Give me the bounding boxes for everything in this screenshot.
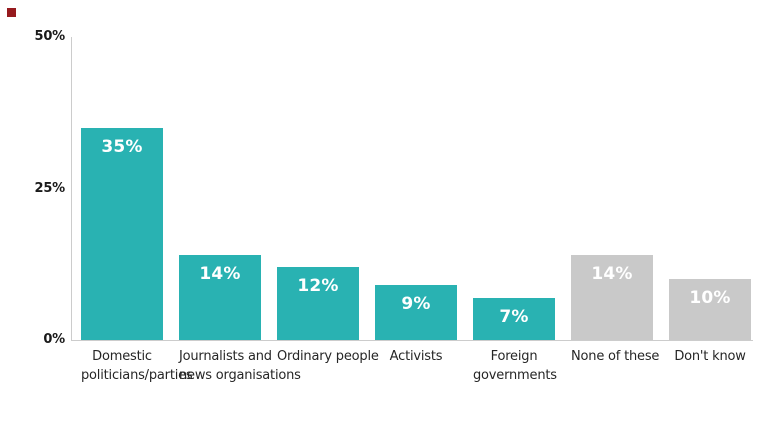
bar-value-label: 12%: [297, 276, 339, 297]
y-tick-label: 0%: [43, 332, 65, 347]
category-label-domestic-politicians-parties: Domestic politicians/parties: [81, 347, 193, 385]
bar-chart-plot-area: 50% 25% 0% 35% 14% 12% 9% 7% 14% 10%: [34, 29, 753, 347]
category-label-line: governments: [473, 368, 557, 383]
category-label-line: None of these: [571, 349, 660, 364]
category-label-don-t-know: Don't know: [669, 347, 751, 385]
y-tick-label: 25%: [34, 180, 65, 196]
bar-domestic-politicians-parties: 35%: [81, 127, 163, 340]
category-label-line: politicians/parties: [81, 368, 193, 383]
bar-activists: 9%: [375, 285, 457, 340]
bars-container: 35% 14% 12% 9% 7% 14% 10%: [81, 37, 751, 340]
category-label-line: Journalists and: [179, 349, 272, 364]
bar-value-label: 14%: [199, 264, 241, 285]
category-label-line: Don't know: [674, 349, 746, 364]
bar-value-label: 35%: [101, 136, 143, 157]
bar-value-label: 10%: [689, 288, 731, 309]
bar-foreign-governments: 7%: [473, 297, 555, 340]
category-label-line: Ordinary people: [277, 349, 379, 364]
bar-none-of-these: 14%: [571, 255, 653, 340]
bar-don-t-know: 10%: [669, 279, 751, 340]
category-label-line: news organisations: [179, 368, 301, 383]
x-axis-labels: Domestic politicians/parties Journalists a…: [81, 347, 751, 385]
brand-mark-square: [7, 8, 16, 17]
bar-ordinary-people: 12%: [277, 267, 359, 340]
bar-value-label: 14%: [591, 264, 633, 285]
category-label-line: Activists: [389, 349, 443, 364]
category-label-none-of-these: None of these: [571, 347, 660, 385]
category-label-journalists-and-news-organisations: Journalists and news organisations: [179, 347, 301, 385]
bar-value-label: 9%: [401, 294, 431, 315]
bar-journalists-and-news-organisations: 14%: [179, 255, 261, 340]
category-label-line: Domestic: [92, 349, 152, 364]
category-label-line: Foreign: [490, 349, 538, 364]
bar-value-label: 7%: [499, 306, 529, 327]
y-tick-label: 50%: [34, 29, 65, 44]
category-label-activists: Activists: [375, 347, 457, 385]
category-label-foreign-governments: Foreign governments: [473, 347, 557, 385]
category-label-ordinary-people: Ordinary people: [277, 347, 379, 385]
